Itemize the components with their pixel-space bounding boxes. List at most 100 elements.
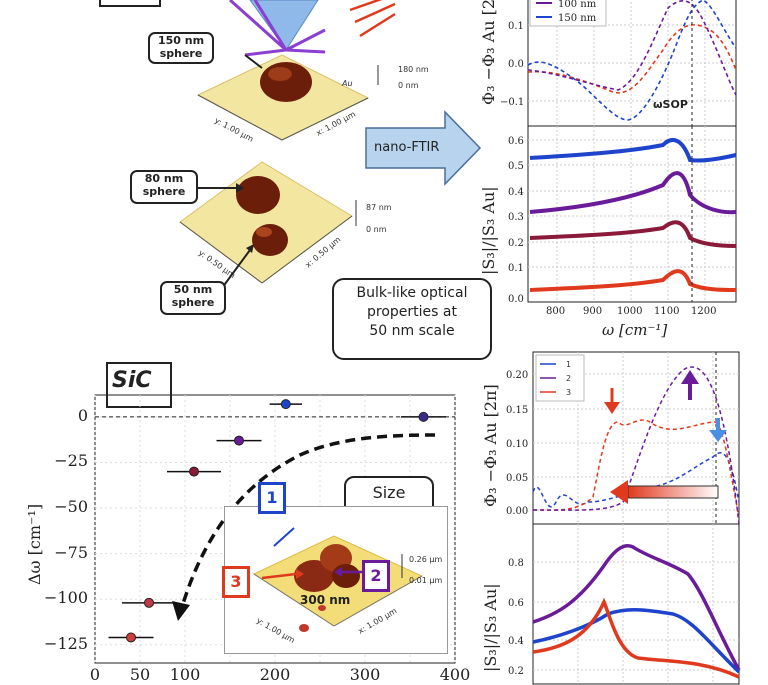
br-amp-ylabel: |S₃|/|S₃ Au|	[481, 583, 500, 672]
amp-curve-red	[529, 269, 737, 292]
data-point	[280, 399, 291, 410]
amp-tick: 0.3	[508, 212, 524, 223]
shift-arrow-body	[627, 485, 719, 499]
br-legend-1: 1	[566, 360, 571, 369]
br-amp-tick: 0.2	[508, 666, 524, 677]
top-left-illustration: 180 nm 0 nm Au y: 1.00 μm x: 1.00 μm 87 …	[99, 0, 482, 289]
sic-y-tick: −125	[44, 633, 88, 653]
data-point	[126, 632, 136, 643]
amp-tick: 0.4	[508, 187, 524, 198]
au-label: Au	[341, 79, 353, 88]
scale-80-bot: 0 nm	[366, 225, 387, 234]
amp-tick: 0.1	[508, 263, 524, 274]
x-tick: 1200	[691, 306, 716, 317]
inset-axis-x: x: 1.00 μm	[357, 606, 399, 636]
phase-curve-blue	[527, 0, 737, 121]
inset-zscale-bot: 0.01 μm	[409, 576, 442, 585]
br-amp-blue	[532, 608, 741, 674]
beam-line	[285, 48, 326, 54]
phase-curve-red	[527, 24, 737, 94]
br-phase-tick: 0.10	[506, 439, 528, 450]
callout-arrow	[244, 54, 263, 69]
br-phase-tick: 0.20	[506, 370, 528, 381]
br-amp-tick: 0.8	[508, 558, 524, 569]
callout-arrow	[221, 249, 251, 289]
br-legend-3: 3	[566, 388, 571, 397]
amp-grid	[528, 126, 736, 302]
br-amp-tick: 0.4	[508, 636, 524, 647]
x-tick: 900	[583, 306, 602, 317]
red-arrows	[349, 0, 396, 38]
br-amp-red	[532, 597, 740, 679]
x-label: ω [cm⁻¹]	[602, 321, 667, 339]
sic-title-box	[106, 362, 172, 408]
sphere80-callout: 80 nm sphere	[130, 170, 198, 204]
beam-line	[244, 48, 287, 57]
sic-y-tick: −75	[54, 542, 88, 562]
sop-label: ωSOP	[653, 98, 688, 111]
inset-label-2: 2	[362, 560, 390, 592]
legend-100nm: 100 nm	[558, 0, 597, 10]
amp-curve-darkred	[529, 220, 737, 248]
inset-axis-y: y: 1.00 μm	[255, 616, 297, 645]
inset-label-3: 3	[222, 566, 250, 598]
amp-tick: 0.2	[508, 238, 524, 249]
sic-y-tick: 0	[77, 405, 88, 425]
phase-curve-purple	[527, 0, 737, 96]
sphere150-callout: 150 nm sphere	[148, 32, 214, 64]
trend-arrowhead	[172, 601, 190, 621]
sic-ylabel: Δω [cm⁻¹]	[25, 504, 44, 585]
laser-cone	[249, 0, 319, 51]
inset-afm: 0.26 μm 0.01 μm 300 nm y: 1.00 μm x: 1.0…	[252, 527, 442, 645]
nanoftir-label: nano-FTIR	[374, 140, 440, 155]
amp-tick: 0.5	[508, 161, 524, 172]
sic-axis-labels: Δω [cm⁻¹]	[25, 504, 44, 585]
shift-arrow-head	[610, 480, 628, 504]
inset-label-1: 1	[258, 482, 286, 514]
phase-tick: 0.0	[508, 59, 524, 70]
legend-150nm: 150 nm	[558, 13, 597, 24]
br-amp-purple	[532, 544, 741, 671]
top-right-plots: 0.1 0.0 −0.1 ωSOP 100 nm 150 nm Φ₃ −Φ₃ A…	[479, 0, 737, 339]
amp-ylabel: |S₃|/|S₃ Au|	[479, 186, 498, 275]
br-phase-tick: 0.05	[506, 473, 528, 484]
br-curve-purple	[532, 366, 740, 525]
phase-tick: 0.1	[508, 21, 524, 32]
br-curve-blue	[532, 452, 740, 508]
phase-ylabel: Φ₃ −Φ₃ Au [2π]	[479, 0, 498, 105]
sphere-80	[236, 176, 280, 214]
sic-title: SiC	[112, 368, 152, 393]
sic-y-tick: −50	[54, 497, 88, 517]
top-box	[99, 0, 161, 7]
data-point	[144, 597, 154, 608]
data-point	[189, 466, 199, 477]
phase-tick: −0.1	[500, 97, 524, 108]
sphere50-callout: 50 nm sphere	[160, 281, 226, 315]
scale-80-top: 87 nm	[366, 203, 392, 212]
x-tick: 1100	[654, 306, 679, 317]
amp-tick: 0.6	[508, 136, 524, 147]
data-point	[418, 411, 429, 422]
sic-y-tick: −100	[44, 588, 88, 608]
br-phase-ylabel: Φ₃ −Φ₃ Au [2π]	[481, 384, 500, 507]
amp-curve-blue	[529, 138, 737, 163]
trend-curve	[180, 433, 436, 608]
scale-150-top: 180 nm	[398, 65, 429, 74]
data-point	[234, 435, 244, 446]
br-phase-tick: 0.15	[506, 405, 528, 416]
br-amp-tick: 0.6	[508, 598, 524, 609]
scale-150-bot: 0 nm	[398, 81, 419, 90]
x-tick: 800	[546, 306, 565, 317]
beam-line	[285, 28, 326, 52]
beam-line	[253, 0, 288, 51]
bottom-right-plots: 0.20 0.15 0.10 0.05 0.00 1 2 3 Φ₃ −Φ₃ Au…	[481, 351, 741, 685]
sic-y-tick: −25	[54, 451, 88, 471]
sic-points	[108, 399, 446, 643]
br-legend-2: 2	[566, 374, 571, 383]
br-curve-red	[532, 419, 740, 518]
amp-tick: 0.0	[508, 294, 524, 305]
beam-line	[229, 0, 287, 52]
br-phase-tick: 0.00	[506, 506, 528, 517]
bulk-note: Bulk-like optical properties at 50 nm sc…	[332, 278, 492, 360]
phase-legend	[529, 0, 607, 27]
